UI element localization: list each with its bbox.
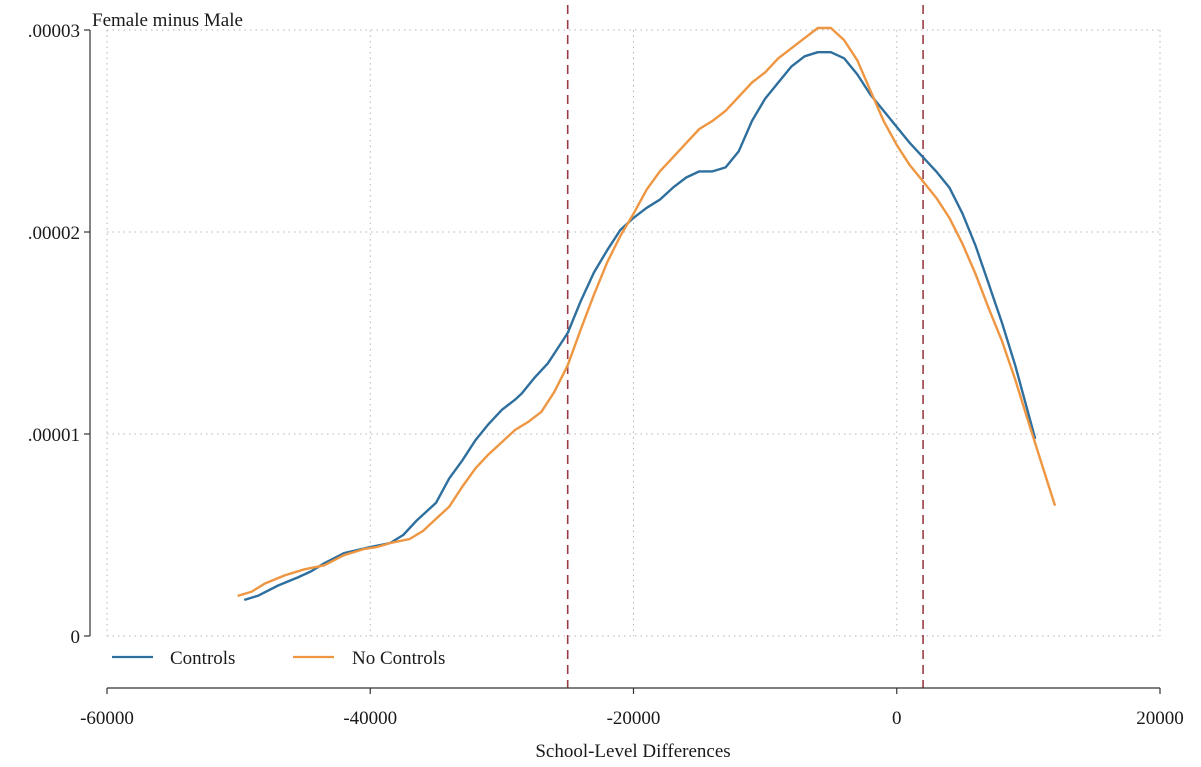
x-axis-title: School-Level Differences: [535, 741, 730, 762]
y-tick-label-3: .00003: [28, 21, 80, 42]
ticks: 0 .00001 .00002 .00003 -60000 -40000 -20000 0 20…: [28, 21, 1184, 729]
reference-lines: [566, 5, 924, 688]
axes: [89, 30, 1160, 689]
legend-label-no-controls: No Controls: [352, 648, 445, 669]
y-axis-title: Female minus Male: [92, 10, 243, 31]
series-line-controls: [244, 51, 1037, 601]
legend-label-controls: Controls: [170, 648, 235, 669]
x-tick-label-1: -40000: [343, 708, 397, 729]
series-line-no-controls: [237, 26, 1056, 597]
y-tick-label-1: .00001: [28, 425, 80, 446]
legend: Controls No Controls: [112, 648, 445, 669]
y-tick-label-2: .00002: [28, 223, 80, 244]
x-tick-label-3: 0: [892, 708, 902, 729]
x-tick-label-4: 20000: [1136, 708, 1184, 729]
series-lines: [237, 26, 1056, 601]
y-tick-label-0: 0: [71, 627, 81, 648]
x-tick-label-2: -20000: [607, 708, 661, 729]
x-tick-label-0: -60000: [80, 708, 134, 729]
gridlines: [106, 29, 1161, 637]
